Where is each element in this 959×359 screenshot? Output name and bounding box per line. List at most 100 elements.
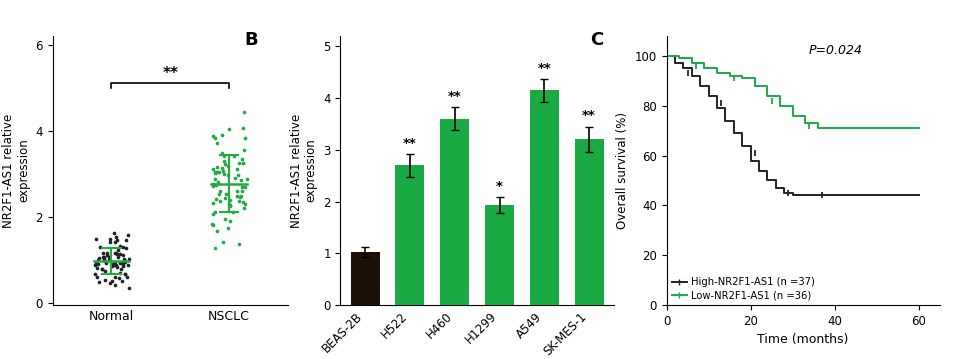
Point xyxy=(101,254,116,260)
Bar xyxy=(395,165,425,305)
Point xyxy=(231,241,246,247)
Point xyxy=(222,197,238,202)
Point xyxy=(95,254,110,260)
Point xyxy=(109,237,125,243)
Point xyxy=(232,198,247,204)
Point xyxy=(233,177,248,183)
Point xyxy=(212,199,227,204)
Point xyxy=(209,140,224,145)
Point xyxy=(112,260,128,266)
Point xyxy=(222,204,238,209)
Point xyxy=(230,172,246,178)
Point xyxy=(215,168,230,174)
Point xyxy=(207,177,222,182)
Point xyxy=(95,266,110,272)
Point xyxy=(90,261,105,267)
Bar xyxy=(574,139,603,305)
Point xyxy=(104,278,119,284)
Point xyxy=(109,251,125,257)
Point xyxy=(91,279,106,285)
Point xyxy=(113,270,129,275)
Point xyxy=(107,275,123,280)
Point xyxy=(208,182,223,188)
Point xyxy=(221,225,236,230)
Point xyxy=(90,257,105,262)
Point xyxy=(222,126,237,132)
Text: **: ** xyxy=(537,62,551,75)
Point xyxy=(109,265,125,270)
Point xyxy=(118,271,133,277)
Point xyxy=(214,132,229,138)
Point xyxy=(222,202,238,208)
Point xyxy=(211,179,226,185)
Point xyxy=(108,250,124,256)
Point xyxy=(215,165,230,171)
Point xyxy=(211,169,226,175)
Point xyxy=(209,228,224,234)
Point xyxy=(98,268,113,274)
Bar xyxy=(351,252,380,305)
Point xyxy=(235,160,250,166)
Point xyxy=(205,183,221,189)
Point xyxy=(211,191,226,197)
Point xyxy=(207,169,222,175)
Point xyxy=(209,169,224,175)
Point xyxy=(207,210,222,215)
Point xyxy=(102,257,117,263)
Point xyxy=(107,282,123,288)
Text: **: ** xyxy=(582,109,596,122)
Point xyxy=(107,259,123,265)
Point xyxy=(110,254,126,260)
Point xyxy=(239,176,254,182)
Point xyxy=(113,243,129,248)
Bar xyxy=(440,119,469,305)
Point xyxy=(118,258,133,264)
Point xyxy=(107,250,123,256)
Point xyxy=(106,230,122,236)
Point xyxy=(205,222,221,228)
Point xyxy=(118,258,133,264)
Point xyxy=(116,256,131,262)
Point xyxy=(205,166,221,172)
Y-axis label: NR2F1-AS1 relative
expression: NR2F1-AS1 relative expression xyxy=(2,113,30,228)
Point xyxy=(212,188,227,194)
Point xyxy=(93,244,108,250)
Point xyxy=(110,247,126,253)
Point xyxy=(235,160,250,166)
Point xyxy=(97,254,112,260)
Point xyxy=(207,170,222,176)
Point xyxy=(229,193,245,199)
Point xyxy=(99,252,114,258)
Point xyxy=(94,267,109,272)
Bar xyxy=(529,90,559,305)
Point xyxy=(237,148,252,153)
Point xyxy=(97,258,112,264)
Bar xyxy=(485,205,514,305)
Point xyxy=(88,237,104,242)
Point xyxy=(222,218,238,224)
Point xyxy=(235,125,250,131)
Point xyxy=(225,209,241,215)
Text: B: B xyxy=(245,31,258,48)
Point xyxy=(105,262,121,267)
Point xyxy=(227,175,243,181)
Point xyxy=(102,236,117,242)
Legend: High-NR2F1-AS1 (n =37), Low-NR2F1-AS1 (n =36): High-NR2F1-AS1 (n =37), Low-NR2F1-AS1 (n… xyxy=(671,277,814,300)
Point xyxy=(105,264,120,269)
Point xyxy=(116,261,131,266)
Point xyxy=(87,262,103,268)
Point xyxy=(237,109,252,115)
Point xyxy=(221,163,236,169)
Point xyxy=(205,181,221,187)
Point xyxy=(204,222,220,227)
Point xyxy=(217,158,232,164)
Y-axis label: NR2F1-AS1 relative
expression: NR2F1-AS1 relative expression xyxy=(290,113,317,228)
Point xyxy=(96,257,111,263)
Point xyxy=(205,133,221,139)
Point xyxy=(238,184,253,190)
Point xyxy=(206,211,222,217)
Point xyxy=(121,262,136,267)
Point xyxy=(218,196,233,201)
Point xyxy=(226,153,242,159)
Point xyxy=(115,259,130,265)
